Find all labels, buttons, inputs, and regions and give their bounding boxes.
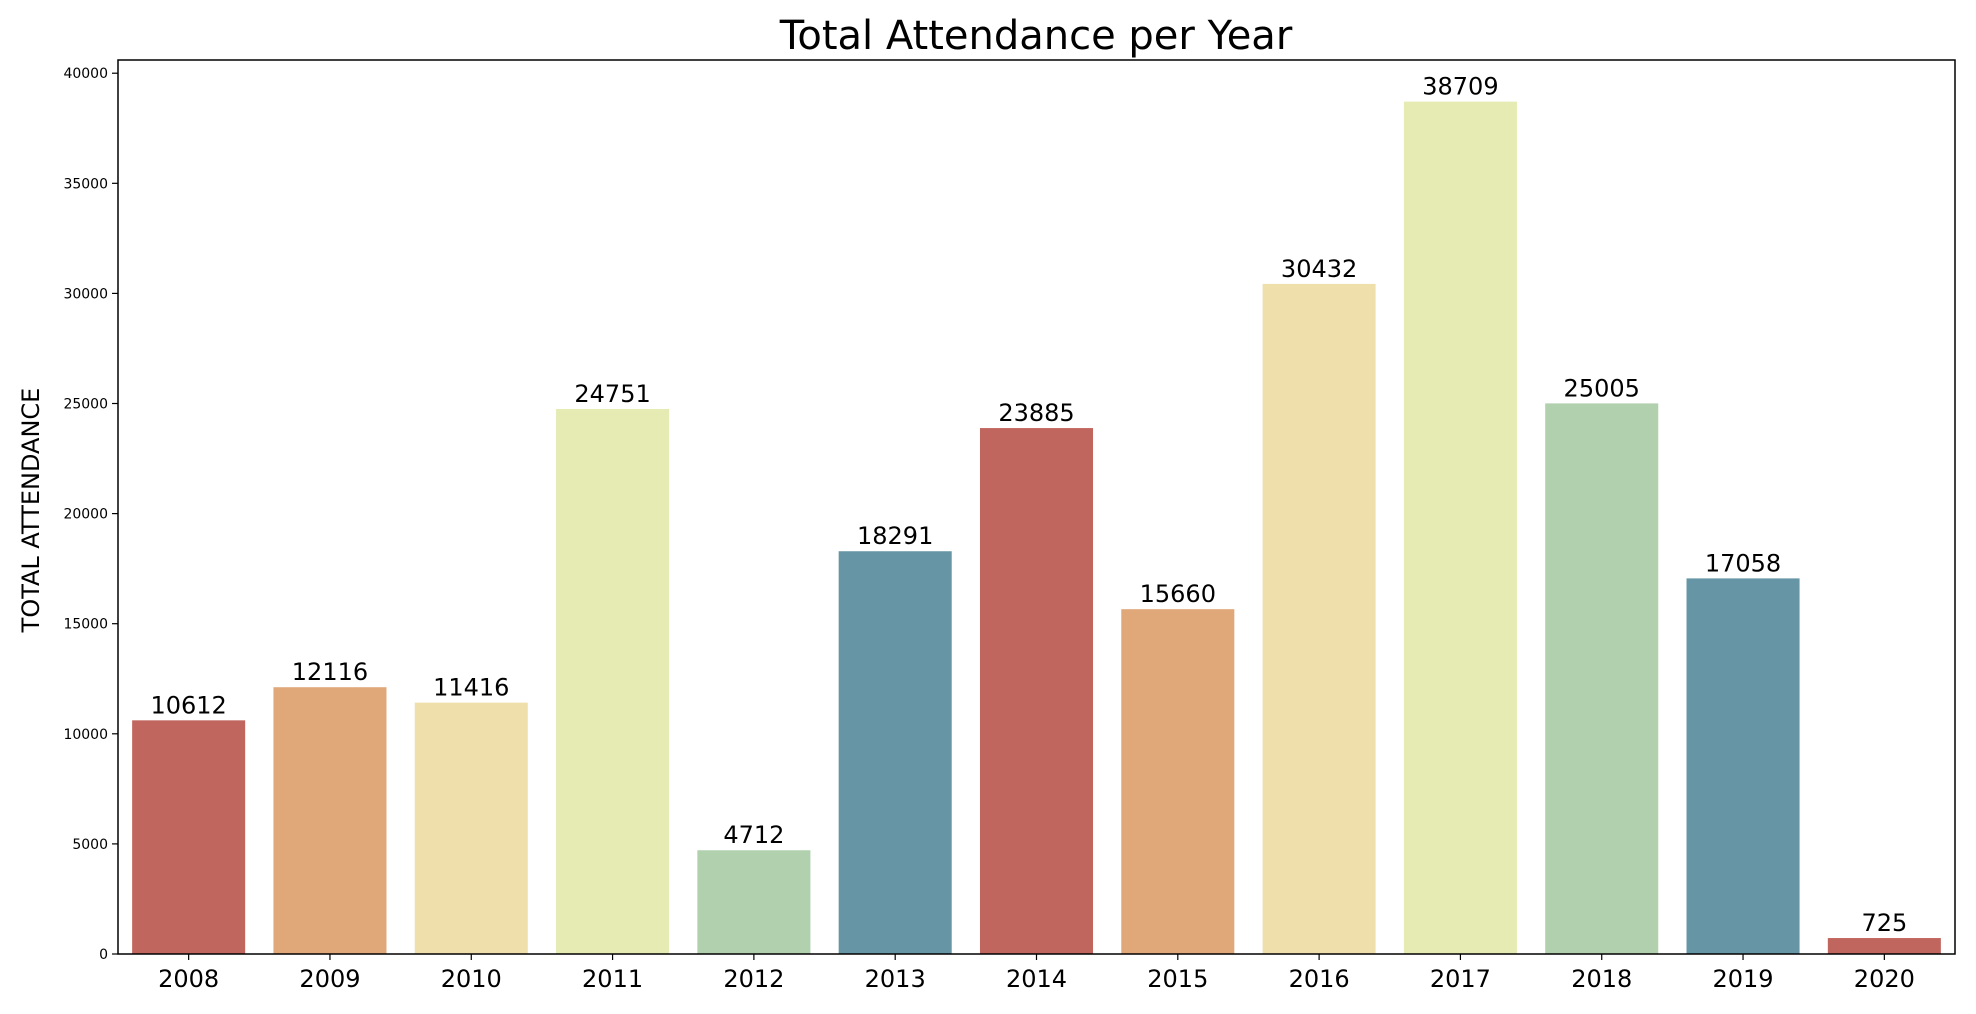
x-tick-label: 2019	[1712, 965, 1773, 993]
y-axis-label: TOTAL ATTENDANCE	[17, 388, 45, 634]
x-tick-label: 2020	[1854, 965, 1915, 993]
data-label-2008: 10612	[150, 691, 226, 719]
bar-2012	[697, 850, 811, 954]
x-tick-label: 2015	[1147, 965, 1208, 993]
bar-2017	[1403, 101, 1517, 954]
y-tick-label: 15000	[63, 617, 108, 633]
bar-2016	[1262, 283, 1376, 954]
plot-frame	[117, 59, 1956, 955]
data-labels-group: 10612 12116 11416 24751 4712 18291 23885 15660 3…	[150, 73, 1907, 937]
y-tick-label: 20000	[63, 507, 108, 523]
x-tick-label: 2014	[1006, 965, 1067, 993]
data-label-2011: 24751	[574, 380, 650, 408]
y-tick-label: 30000	[63, 286, 108, 302]
x-tick-label: 2010	[441, 965, 502, 993]
x-tick-label: 2008	[158, 965, 219, 993]
x-tick-label: 2012	[723, 965, 784, 993]
chart-title: Total Attendance per Year	[779, 13, 1293, 59]
x-axis: 2008 2009 2010 2011 2012 2013 2014 2015 2016 2017…	[158, 954, 1915, 993]
data-label-2013: 18291	[857, 522, 933, 550]
data-label-2020: 725	[1861, 909, 1907, 937]
data-label-2017: 38709	[1422, 73, 1498, 101]
bar-2015	[1121, 609, 1235, 954]
y-tick-label: 5000	[72, 837, 108, 853]
x-tick-label: 2018	[1571, 965, 1632, 993]
bar-2019	[1686, 578, 1800, 954]
bar-2018	[1545, 403, 1659, 954]
data-label-2012: 4712	[723, 821, 784, 849]
bar-2011	[556, 408, 670, 954]
bar-2010	[414, 702, 528, 954]
x-tick-label: 2011	[582, 965, 643, 993]
bar-2014	[979, 428, 1094, 955]
data-label-2010: 11416	[433, 674, 509, 702]
bar-2009	[273, 687, 387, 954]
x-tick-label: 2017	[1430, 965, 1491, 993]
y-tick-label: 35000	[63, 176, 108, 192]
data-label-2015: 15660	[1140, 580, 1216, 608]
y-axis: 0 5000 10000 15000 20000 25000 30000 35000 40000	[63, 66, 118, 963]
x-tick-label: 2013	[865, 965, 926, 993]
x-tick-label: 2016	[1289, 965, 1350, 993]
bars-group	[132, 101, 1941, 955]
y-tick-label: 40000	[63, 66, 108, 82]
data-label-2014: 23885	[998, 399, 1074, 427]
y-tick-label: 10000	[63, 727, 108, 743]
data-label-2019: 17058	[1705, 549, 1781, 577]
bar-2020	[1827, 938, 1941, 954]
data-label-2016: 30432	[1281, 255, 1357, 283]
x-tick-label: 2009	[299, 965, 360, 993]
y-tick-label: 0	[99, 947, 108, 963]
data-label-2009: 12116	[292, 658, 368, 686]
bar-2008	[132, 720, 246, 954]
data-label-2018: 25005	[1564, 374, 1640, 402]
bar-2013	[838, 551, 952, 954]
y-tick-label: 25000	[63, 397, 108, 413]
